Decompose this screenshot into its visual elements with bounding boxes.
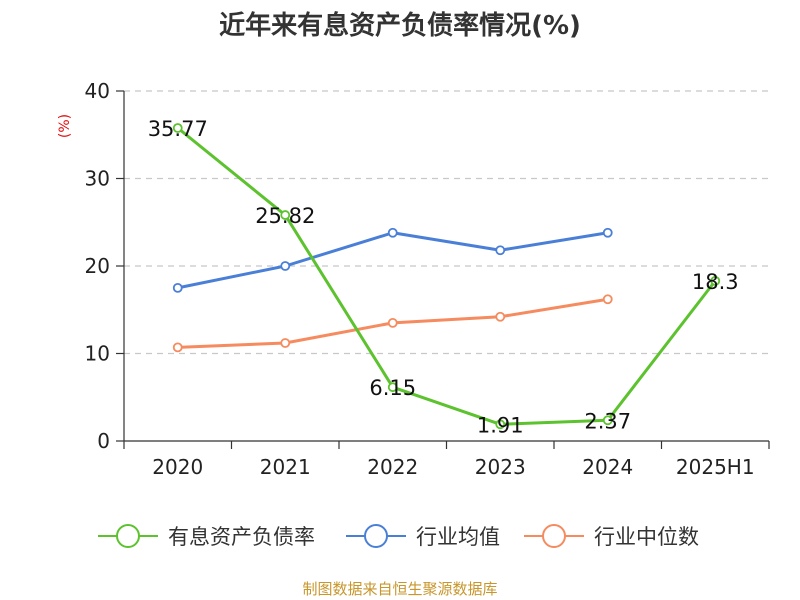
data-label: 35.77 xyxy=(148,117,208,141)
grid-lines xyxy=(124,90,769,355)
legend-marker xyxy=(542,524,566,548)
x-tick-label: 2021 xyxy=(260,455,311,479)
x-tick-label: 2022 xyxy=(367,455,418,479)
series-layer xyxy=(172,123,721,430)
legend-label: 行业中位数 xyxy=(594,525,699,549)
legend-label: 行业均值 xyxy=(416,525,500,549)
data-point xyxy=(602,227,613,238)
data-labels: 35.77 25.82 6.15 1.91 2.37 18.3 xyxy=(148,117,739,437)
data-point xyxy=(495,245,506,256)
data-label: 25.82 xyxy=(255,204,315,228)
data-point xyxy=(387,317,398,328)
source-note: 制图数据来自恒生聚源数据库 xyxy=(302,580,497,598)
data-point xyxy=(710,275,721,286)
x-tick-label: 2025H1 xyxy=(676,455,755,479)
data-point xyxy=(602,415,613,426)
data-point xyxy=(280,210,291,220)
legend: 有息资产负债率 行业均值 行业中位数 xyxy=(98,524,699,549)
x-tick-label: 2023 xyxy=(475,455,526,479)
data-point xyxy=(495,419,506,430)
data-label: 6.15 xyxy=(369,376,416,400)
data-point xyxy=(602,294,613,305)
y-tick-label: 40 xyxy=(85,79,110,103)
y-tick-label: 20 xyxy=(85,254,110,278)
data-point xyxy=(495,311,506,322)
data-point xyxy=(280,338,291,348)
chart-title: 近年来有息资产负债率情况(%) xyxy=(219,10,581,41)
x-tick-label: 2020 xyxy=(152,455,203,479)
y-tick-label: 0 xyxy=(97,429,110,453)
data-label: 1.91 xyxy=(477,413,524,437)
data-label: 2.37 xyxy=(584,409,631,433)
y-tick-label: 30 xyxy=(85,167,110,191)
data-label: 18.3 xyxy=(692,270,739,294)
legend-marker xyxy=(116,524,140,548)
axes: 0 10 20 30 40 2020 2021 2022 2023 2024 2025H1 xyxy=(85,79,770,479)
series-line xyxy=(177,231,608,290)
x-tick-label: 2024 xyxy=(582,455,633,479)
y-tick-label: 10 xyxy=(85,342,110,366)
data-point xyxy=(172,123,183,133)
y-axis-label: (%) xyxy=(57,114,73,138)
series-line xyxy=(176,126,717,426)
data-point xyxy=(387,227,398,238)
data-point xyxy=(280,261,291,271)
data-point xyxy=(387,382,398,393)
data-point xyxy=(172,342,183,353)
legend-label: 有息资产负债率 xyxy=(168,525,315,549)
data-point xyxy=(172,282,183,293)
legend-marker xyxy=(364,524,388,548)
